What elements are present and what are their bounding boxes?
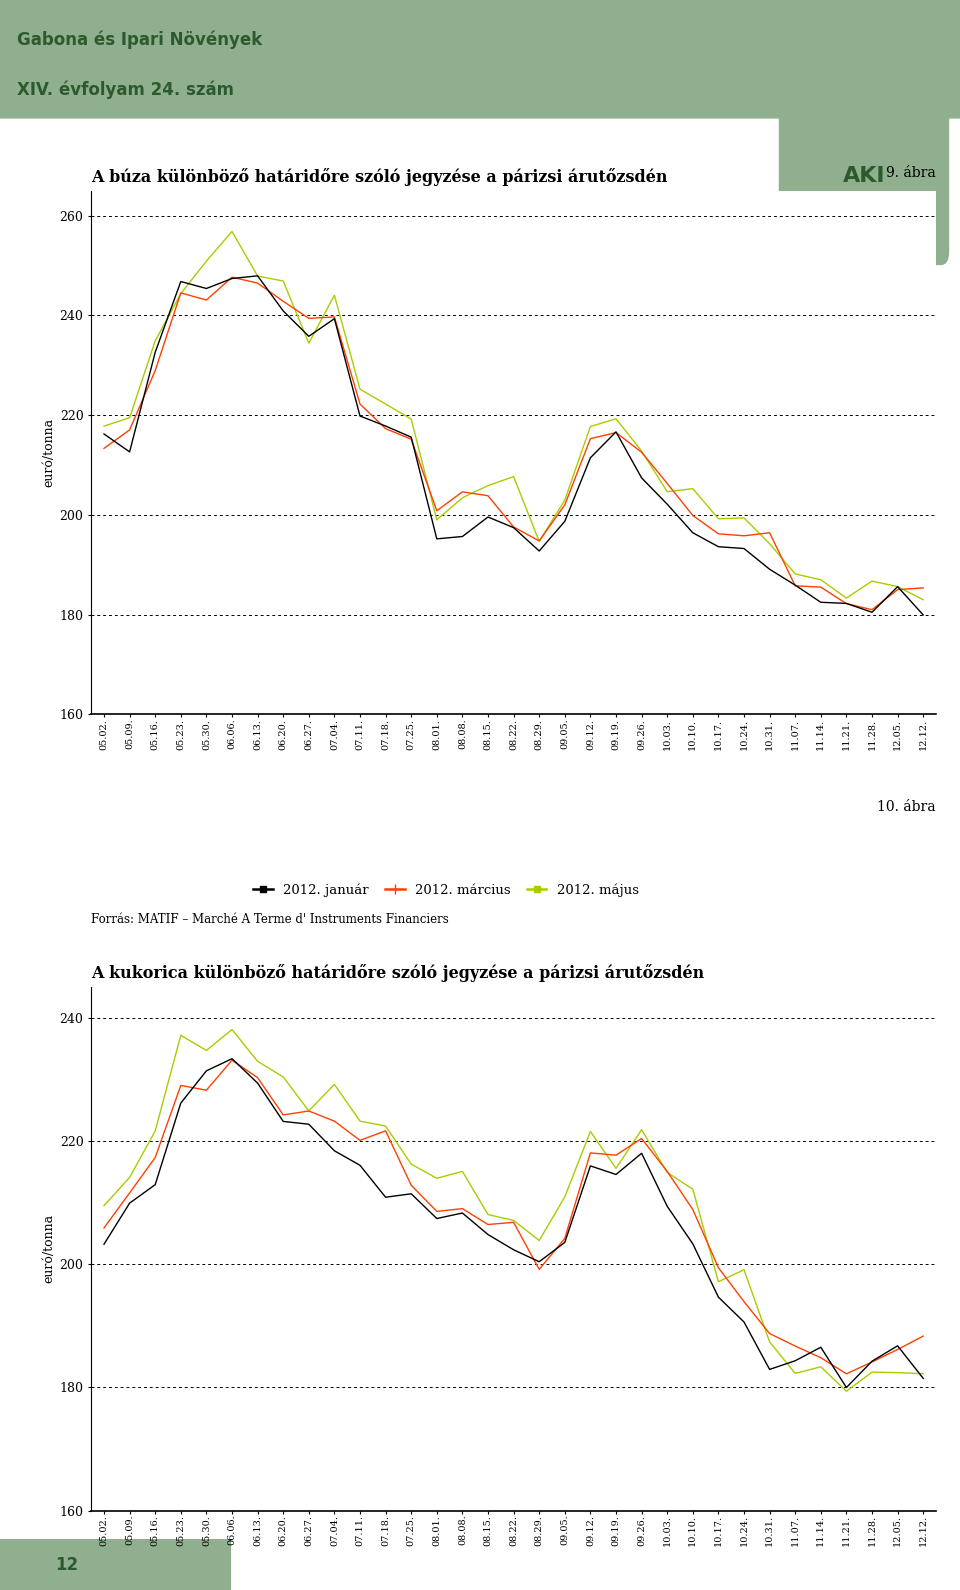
FancyBboxPatch shape bbox=[780, 0, 948, 264]
Text: 10. ábra: 10. ábra bbox=[877, 800, 936, 814]
Text: A búza különböző határidőre szóló jegyzése a párizsi árutőzsdén: A búza különböző határidőre szóló jegyzé… bbox=[91, 169, 668, 186]
Text: 9. ábra: 9. ábra bbox=[886, 165, 936, 180]
Y-axis label: euró/tonna: euró/tonna bbox=[42, 1215, 56, 1283]
FancyBboxPatch shape bbox=[0, 1534, 230, 1590]
Text: A kukorica különböző határidőre szóló jegyzése a párizsi árutőzsdén: A kukorica különböző határidőre szóló je… bbox=[91, 965, 705, 983]
Y-axis label: euró/tonna: euró/tonna bbox=[42, 418, 56, 487]
Text: XIV. évfolyam 24. szám: XIV. évfolyam 24. szám bbox=[17, 80, 234, 99]
Legend: 2012. január, 2012. március, 2012. május: 2012. január, 2012. március, 2012. május bbox=[248, 878, 644, 902]
Text: Gabona és Ipari Növények: Gabona és Ipari Növények bbox=[17, 30, 262, 49]
Text: AKI: AKI bbox=[843, 167, 885, 186]
FancyBboxPatch shape bbox=[0, 0, 960, 118]
Text: 12: 12 bbox=[56, 1555, 79, 1574]
Text: Forrás: MATIF – Marché A Terme d' Instruments Financiers: Forrás: MATIF – Marché A Terme d' Instru… bbox=[91, 914, 449, 927]
